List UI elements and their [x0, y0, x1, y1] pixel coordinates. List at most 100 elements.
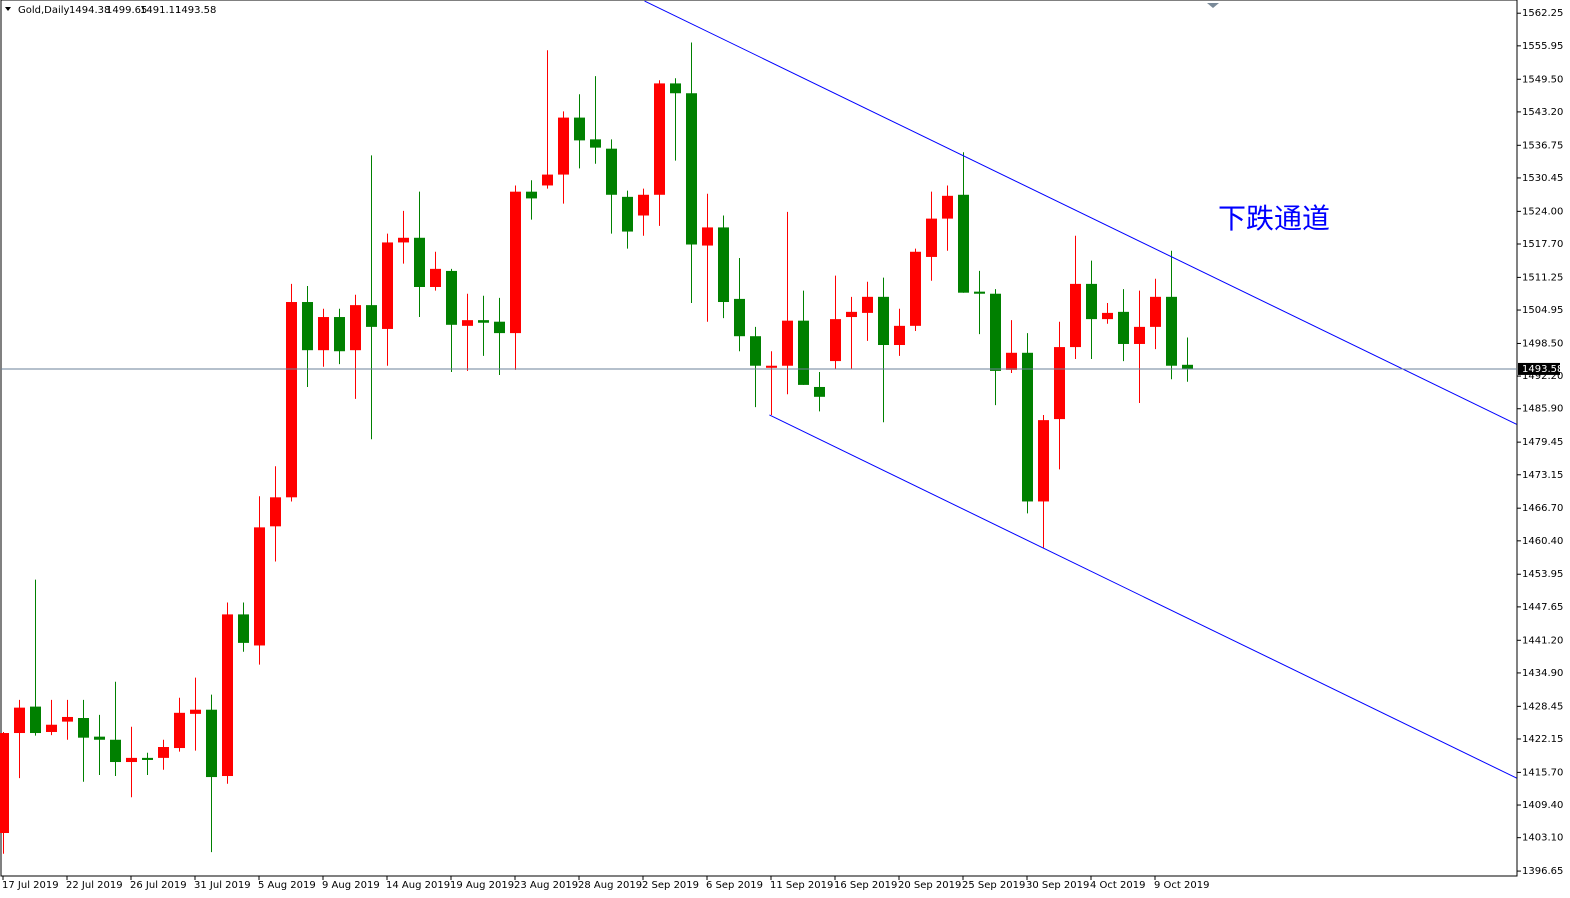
ohlc-low: 1491.11	[140, 5, 181, 16]
candle-body	[990, 293, 1001, 371]
y-tick-label: 1453.95	[1522, 569, 1563, 580]
plot-frame	[0, 0, 1518, 877]
candle-body	[1006, 352, 1017, 370]
candle-body	[206, 709, 217, 778]
candle-body	[1102, 312, 1113, 320]
y-tick-label: 1422.15	[1522, 734, 1563, 745]
candle-body	[1118, 311, 1129, 344]
y-tick-label: 1536.75	[1522, 140, 1563, 151]
candle-body	[222, 614, 233, 777]
x-tick-label: 4 Oct 2019	[1090, 880, 1145, 891]
x-tick-label: 16 Sep 2019	[834, 880, 897, 891]
y-tick-label: 1447.65	[1522, 602, 1563, 613]
candle-body	[494, 321, 505, 334]
candle-body	[190, 709, 201, 714]
x-tick-label: 22 Jul 2019	[66, 880, 123, 891]
y-tick-label: 1549.50	[1522, 74, 1563, 85]
x-tick-label: 11 Sep 2019	[770, 880, 833, 891]
candle-body	[318, 317, 329, 351]
x-tick-label: 14 Aug 2019	[386, 880, 450, 891]
channel-line	[769, 414, 1517, 779]
candle-body	[558, 117, 569, 175]
candle-body	[606, 148, 617, 195]
candle-body	[382, 242, 393, 329]
ohlc-open: 1494.38	[69, 5, 110, 16]
candle-body	[814, 386, 825, 397]
menu-arrow	[5, 7, 11, 11]
y-tick-label: 1504.95	[1522, 305, 1563, 316]
y-tick-label: 1511.25	[1522, 272, 1563, 283]
candle-body	[302, 302, 313, 351]
candle-body	[142, 757, 153, 760]
x-tick-label: 9 Aug 2019	[322, 880, 380, 891]
candle-body	[1182, 364, 1193, 369]
candle-body	[366, 305, 377, 327]
candle-body	[734, 298, 745, 337]
candle-body	[750, 336, 761, 366]
candle-body	[894, 325, 905, 346]
x-tick-label: 6 Sep 2019	[706, 880, 763, 891]
candle-body	[1134, 326, 1145, 344]
candle-body	[30, 706, 41, 734]
shift-marker	[1207, 3, 1219, 8]
candle-body	[542, 174, 553, 186]
y-tick-label: 1409.40	[1522, 800, 1563, 811]
y-tick-label: 1555.95	[1522, 41, 1563, 52]
y-tick-label: 1498.50	[1522, 338, 1563, 349]
y-tick-label: 1485.90	[1522, 404, 1563, 415]
y-tick-label: 1415.70	[1522, 767, 1563, 778]
x-tick-label: 2 Sep 2019	[642, 880, 699, 891]
x-tick-label: 17 Jul 2019	[2, 880, 59, 891]
y-tick-label: 1428.45	[1522, 701, 1563, 712]
y-tick-label: 1473.15	[1522, 470, 1563, 481]
price-label-box	[1518, 362, 1560, 375]
candle-body	[910, 251, 921, 326]
symbol-label: Gold,Daily	[18, 5, 70, 16]
candle-body	[1086, 283, 1097, 320]
x-tick-label: 5 Aug 2019	[258, 880, 316, 891]
y-tick-label: 1434.90	[1522, 668, 1563, 679]
y-tick-label: 1543.20	[1522, 107, 1563, 118]
candle-body	[398, 237, 409, 243]
candle-body	[766, 365, 777, 368]
x-tick-label: 31 Jul 2019	[194, 880, 251, 891]
candle-body	[414, 237, 425, 287]
price-label: 1493.58	[1522, 364, 1563, 375]
candle-body	[286, 302, 297, 498]
plot-area	[0, 0, 1517, 854]
candle-body	[254, 527, 265, 646]
candle-body	[622, 196, 633, 232]
candle-body	[1150, 296, 1161, 327]
candle-body	[686, 93, 697, 245]
candle-body	[1038, 420, 1049, 502]
channel-line	[644, 0, 1517, 425]
candle-body	[46, 724, 57, 732]
candle-body	[1022, 352, 1033, 502]
y-tick-label: 1562.25	[1522, 8, 1563, 19]
candle-body	[270, 497, 281, 527]
y-tick-label: 1530.45	[1522, 173, 1563, 184]
candle-body	[958, 194, 969, 293]
x-tick-label: 26 Jul 2019	[130, 880, 187, 891]
y-tick-label: 1460.40	[1522, 536, 1563, 547]
candle-body	[158, 747, 169, 758]
candle-body	[78, 717, 89, 738]
candle-body	[1166, 296, 1177, 366]
candle-body	[590, 139, 601, 148]
candle-body	[126, 757, 137, 763]
y-tick-label: 1479.45	[1522, 437, 1563, 448]
x-tick-label: 23 Aug 2019	[514, 880, 578, 891]
y-tick-label: 1524.00	[1522, 206, 1563, 217]
candle-body	[430, 268, 441, 287]
candle-body	[1054, 347, 1065, 420]
candle-body	[862, 296, 873, 313]
candle-body	[510, 191, 521, 334]
y-tick-label: 1492.20	[1522, 371, 1563, 382]
candle-body	[334, 317, 345, 352]
candle-body	[942, 195, 953, 219]
ohlc-high: 1499.65	[106, 5, 147, 16]
candle-body	[0, 733, 9, 834]
candle-body	[974, 291, 985, 294]
